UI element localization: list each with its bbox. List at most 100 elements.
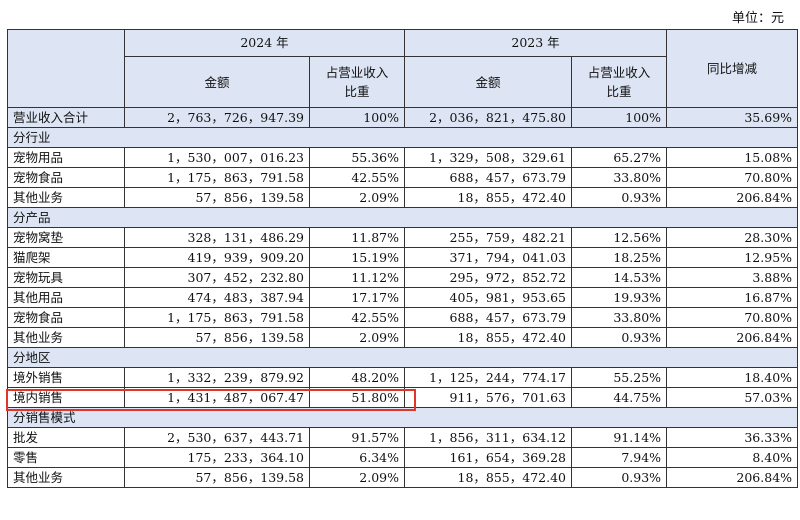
amount-2023-cell: 688，457，673.79 (404, 167, 573, 188)
amount-2024-header: 金额 (124, 56, 310, 108)
table-row: 其他用品 474，483，387.94 17.17% 405，981，953.65 19… (7, 287, 799, 308)
amount-2023-cell: 405，981，953.65 (404, 287, 573, 308)
amount-2024-cell: 1，175，863，791.58 (124, 167, 310, 188)
row-label: 零售 (7, 447, 125, 468)
yoy-cell: 57.03% (666, 387, 799, 408)
amount-2023-cell: 18，855，472.40 (404, 467, 573, 488)
ratio-2024-cell: 51.80% (308, 387, 406, 408)
row-label: 宠物用品 (7, 147, 125, 168)
row-label: 猫爬架 (7, 247, 125, 268)
ratio-2024-cell: 6.34% (308, 447, 406, 468)
amount-2024-cell: 1，332，239，879.92 (124, 367, 310, 388)
amount-2023-cell: 911，576，701.63 (404, 387, 573, 408)
table-row: 其他业务 57，856，139.58 2.09% 18，855，472.40 0.93%… (7, 467, 799, 488)
corner-header (7, 29, 125, 108)
yoy-header: 同比增减 (666, 29, 799, 108)
yoy-cell: 16.87% (666, 287, 799, 308)
section-header-row: 分地区 (6, 347, 799, 368)
yoy-cell: 12.95% (666, 247, 799, 268)
ratio-2024-cell: 2.09% (308, 327, 406, 348)
ratio-2024-cell: 11.87% (308, 227, 406, 248)
ratio-2023-cell: 33.80% (571, 167, 668, 188)
table-row: 猫爬架 419，939，909.20 15.19% 371，794，041.03 18.… (7, 247, 799, 268)
amount-2023-header: 金额 (404, 56, 573, 108)
table-row: 宠物食品 1，175，863，791.58 42.55% 688，457，673.79… (7, 307, 799, 328)
row-label: 其他业务 (7, 327, 125, 348)
row-label: 宠物食品 (7, 167, 125, 188)
yoy-cell: 36.33% (666, 427, 799, 448)
yoy-cell: 206.84% (666, 467, 799, 488)
ratio-2023-cell: 19.93% (571, 287, 668, 308)
amount-2023-cell: 2，036，821，475.80 (404, 107, 573, 128)
ratio-2023-cell: 44.75% (571, 387, 668, 408)
row-label: 其他业务 (7, 467, 125, 488)
section-title: 分产品 (6, 207, 799, 228)
amount-2024-cell: 419，939，909.20 (124, 247, 310, 268)
table-row: 批发 2，530，637，443.71 91.57% 1，856，311，634.12… (7, 427, 799, 448)
ratio-2023-cell: 100% (571, 107, 668, 128)
amount-2024-cell: 2，763，726，947.39 (124, 107, 310, 128)
ratio-2024-cell: 15.19% (308, 247, 406, 268)
yoy-cell: 35.69% (666, 107, 799, 128)
yoy-cell: 8.40% (666, 447, 799, 468)
year-2023-header: 2023 年 (404, 29, 668, 57)
ratio-2023-header: 占营业收入 比重 (571, 56, 668, 108)
amount-2024-cell: 474，483，387.94 (124, 287, 310, 308)
yoy-cell: 3.88% (666, 267, 799, 288)
ratio-2023-cell: 65.27% (571, 147, 668, 168)
table-row: 境外销售 1，332，239，879.92 48.20% 1，125，244，774.… (7, 367, 799, 388)
ratio-2023-cell: 7.94% (571, 447, 668, 468)
table-row: 宠物窝垫 328，131，486.29 11.87% 255，759，482.21 12… (7, 227, 799, 248)
amount-2024-cell: 57，856，139.58 (124, 187, 310, 208)
ratio-2023-cell: 18.25% (571, 247, 668, 268)
amount-2024-cell: 307，452，232.80 (124, 267, 310, 288)
yoy-cell: 70.80% (666, 167, 799, 188)
year-2024-header: 2024 年 (123, 29, 406, 57)
ratio-2024-cell: 55.36% (308, 147, 406, 168)
revenue-table: 2024 年 2023 年 同比增减 金额 占营业收入 比重 金额 占营业收入 … (6, 29, 799, 488)
row-label: 宠物食品 (7, 307, 125, 328)
ratio-2024-cell: 42.55% (308, 167, 406, 188)
total-row: 营业收入合计 2，763，726，947.39 100% 2，036，821，4… (7, 107, 799, 128)
ratio-2024-cell: 42.55% (308, 307, 406, 328)
amount-2023-cell: 1，856，311，634.12 (404, 427, 573, 448)
ratio-2024-header: 占营业收入 比重 (308, 56, 406, 108)
section-title: 分销售模式 (6, 407, 799, 428)
yoy-cell: 206.84% (666, 187, 799, 208)
yoy-cell: 28.30% (666, 227, 799, 248)
ratio-2024-cell: 2.09% (308, 467, 406, 488)
section-header-row: 分行业 (6, 127, 799, 148)
ratio-2023-cell: 0.93% (571, 467, 668, 488)
yoy-cell: 15.08% (666, 147, 799, 168)
ratio-2023-cell: 0.93% (571, 187, 668, 208)
row-label: 营业收入合计 (7, 107, 125, 128)
amount-2023-cell: 371，794，041.03 (404, 247, 573, 268)
table-row: 其他业务 57，856，139.58 2.09% 18，855，472.40 0.93%… (7, 327, 799, 348)
table-row: 境内销售 1，431，487，067.47 51.80% 911，576，701.63… (7, 387, 799, 408)
ratio-2023-cell: 55.25% (571, 367, 668, 388)
section-header-row: 分产品 (6, 207, 799, 228)
row-label: 批发 (7, 427, 125, 448)
amount-2023-cell: 1，329，508，329.61 (404, 147, 573, 168)
amount-2024-cell: 57，856，139.58 (124, 467, 310, 488)
amount-2024-cell: 175，233，364.10 (124, 447, 310, 468)
amount-2023-cell: 161，654，369.28 (404, 447, 573, 468)
unit-label: 单位：元 (731, 11, 784, 26)
table-row: 宠物用品 1，530，007，016.23 55.36% 1，329，508，329.… (7, 147, 799, 168)
ratio-2024-cell: 48.20% (308, 367, 406, 388)
amount-2023-cell: 295，972，852.72 (404, 267, 573, 288)
amount-2024-cell: 57，856，139.58 (124, 327, 310, 348)
row-label: 境内销售 (7, 387, 125, 408)
ratio-2024-cell: 100% (308, 107, 406, 128)
row-label: 宠物窝垫 (7, 227, 125, 248)
ratio-2024-cell: 91.57% (308, 427, 406, 448)
row-label: 其他业务 (7, 187, 125, 208)
section-title: 分行业 (6, 127, 799, 148)
table-row: 宠物玩具 307，452，232.80 11.12% 295，972，852.72 14… (7, 267, 799, 288)
ratio-2024-cell: 2.09% (308, 187, 406, 208)
table-row: 宠物食品 1，175，863，791.58 42.55% 688，457，673.79… (7, 167, 799, 188)
table-row: 零售 175，233，364.10 6.34% 161，654，369.28 7.94%… (7, 447, 799, 468)
ratio-2023-cell: 0.93% (571, 327, 668, 348)
row-label: 宠物玩具 (7, 267, 125, 288)
amount-2023-cell: 1，125，244，774.17 (404, 367, 573, 388)
